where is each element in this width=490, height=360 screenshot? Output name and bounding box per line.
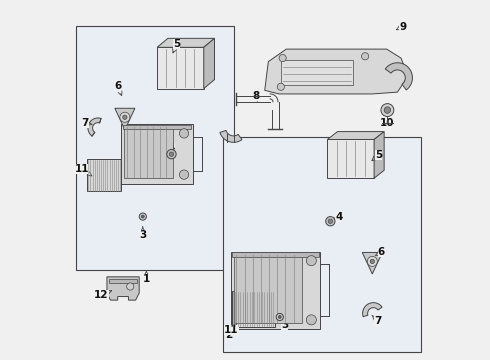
Bar xyxy=(87,159,122,192)
Polygon shape xyxy=(385,63,413,90)
Bar xyxy=(232,252,318,257)
Circle shape xyxy=(381,104,394,117)
Bar xyxy=(234,253,302,323)
Circle shape xyxy=(368,256,377,266)
Bar xyxy=(232,291,275,327)
Circle shape xyxy=(141,215,144,218)
Polygon shape xyxy=(157,39,215,47)
Text: 11: 11 xyxy=(224,323,239,335)
Polygon shape xyxy=(115,108,135,130)
Bar xyxy=(76,26,234,270)
Circle shape xyxy=(277,83,285,90)
Text: 6: 6 xyxy=(114,81,122,95)
Circle shape xyxy=(139,213,147,220)
Text: 8: 8 xyxy=(252,91,259,101)
Text: 5: 5 xyxy=(372,150,382,161)
Text: 10: 10 xyxy=(379,118,394,128)
Circle shape xyxy=(167,149,176,159)
Polygon shape xyxy=(327,132,384,139)
Circle shape xyxy=(328,219,333,224)
Circle shape xyxy=(278,316,281,319)
Circle shape xyxy=(179,170,189,179)
Text: 9: 9 xyxy=(396,22,406,32)
Text: 4: 4 xyxy=(168,143,175,153)
Polygon shape xyxy=(204,39,215,89)
Bar xyxy=(124,126,172,178)
Circle shape xyxy=(306,256,317,266)
Polygon shape xyxy=(362,252,382,274)
Text: 7: 7 xyxy=(82,118,92,128)
Text: 11: 11 xyxy=(74,164,92,176)
Bar xyxy=(122,125,193,184)
Circle shape xyxy=(126,283,134,290)
Circle shape xyxy=(306,315,317,325)
Polygon shape xyxy=(107,277,139,300)
Text: 6: 6 xyxy=(375,247,385,257)
Polygon shape xyxy=(374,132,384,178)
Polygon shape xyxy=(220,130,242,142)
Text: 7: 7 xyxy=(372,315,381,325)
Bar xyxy=(281,60,353,85)
Bar xyxy=(231,252,320,329)
Circle shape xyxy=(370,259,374,264)
Circle shape xyxy=(362,53,368,60)
Bar xyxy=(157,47,204,89)
Circle shape xyxy=(120,112,130,122)
Circle shape xyxy=(276,314,283,320)
Circle shape xyxy=(179,129,189,138)
Circle shape xyxy=(170,152,173,156)
Text: 2: 2 xyxy=(225,328,234,340)
Polygon shape xyxy=(265,49,408,94)
Bar xyxy=(123,125,191,129)
Text: 5: 5 xyxy=(172,39,180,53)
Bar xyxy=(109,279,137,283)
Polygon shape xyxy=(363,303,382,317)
Text: 3: 3 xyxy=(280,318,288,330)
Circle shape xyxy=(384,107,391,113)
Bar xyxy=(327,139,374,178)
Polygon shape xyxy=(88,118,101,136)
Bar xyxy=(223,137,421,352)
Circle shape xyxy=(326,217,335,226)
Circle shape xyxy=(122,115,127,120)
Text: 3: 3 xyxy=(139,227,147,239)
Circle shape xyxy=(279,54,286,62)
Text: 1: 1 xyxy=(143,271,150,284)
Text: 4: 4 xyxy=(333,212,343,221)
Text: 12: 12 xyxy=(94,290,112,300)
